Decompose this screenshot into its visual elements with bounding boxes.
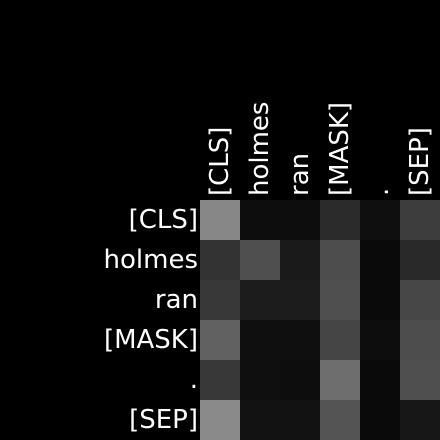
heatmap-cell-r2-c0 [200, 280, 240, 320]
heatmap-cell-r4-c1 [240, 360, 280, 400]
heatmap-cell-r1-c1 [240, 240, 280, 280]
y-tick-label: [SEP] [129, 405, 198, 435]
heatmap-cell-r1-c0 [200, 240, 240, 280]
heatmap-cell-r4-c2 [280, 360, 320, 400]
heatmap-cell-r4-c3 [320, 360, 360, 400]
x-tick-labels: [CLS] holmes ran [MASK]. [SEP] [205, 102, 435, 196]
heatmap-cell-r4-c0 [200, 360, 240, 400]
heatmap-cell-r5-c0 [200, 400, 240, 440]
y-tick-label: . [190, 365, 198, 395]
heatmap-cell-r0-c1 [240, 200, 280, 240]
heatmap-cell-r0-c2 [280, 200, 320, 240]
heatmap-cell-r3-c5 [400, 320, 440, 360]
heatmap-cell-r3-c0 [200, 320, 240, 360]
x-tick-label: ran [285, 153, 315, 196]
heatmap-cell-r2-c3 [320, 280, 360, 320]
heatmap-cell-r3-c3 [320, 320, 360, 360]
heatmap-cell-r2-c2 [280, 280, 320, 320]
heatmap-cell-r5-c3 [320, 400, 360, 440]
heatmap-cell-r0-c0 [200, 200, 240, 240]
heatmap-cell-r2-c5 [400, 280, 440, 320]
y-tick-labels: [CLS] holmes ran [MASK]. [SEP] [104, 205, 198, 435]
y-tick-label: [MASK] [104, 325, 198, 355]
heatmap-cell-r1-c2 [280, 240, 320, 280]
heatmap-cell-r0-c3 [320, 200, 360, 240]
y-tick-label: holmes [104, 245, 198, 275]
heatmap-cell-r3-c2 [280, 320, 320, 360]
heatmap-cell-r4-c5 [400, 360, 440, 400]
heatmap-cell-r5-c5 [400, 400, 440, 440]
heatmap-cell-r5-c2 [280, 400, 320, 440]
heatmap-cells [200, 200, 440, 440]
y-tick-label: [CLS] [129, 205, 198, 235]
heatmap-cell-r0-c5 [400, 200, 440, 240]
x-tick-label: holmes [245, 102, 275, 196]
y-tick-label: ran [155, 285, 198, 315]
x-tick-label: [SEP] [405, 127, 435, 196]
heatmap-cell-r1-c5 [400, 240, 440, 280]
heatmap-cell-r1-c4 [360, 240, 400, 280]
x-tick-label: [CLS] [205, 127, 235, 196]
heatmap-cell-r2-c1 [240, 280, 280, 320]
heatmap-cell-r5-c4 [360, 400, 400, 440]
heatmap-cell-r2-c4 [360, 280, 400, 320]
heatmap-cell-r4-c4 [360, 360, 400, 400]
x-tick-label: . [365, 188, 395, 196]
heatmap-cell-r3-c4 [360, 320, 400, 360]
heatmap-cell-r1-c3 [320, 240, 360, 280]
heatmap-cell-r3-c1 [240, 320, 280, 360]
heatmap-cell-r5-c1 [240, 400, 280, 440]
x-tick-label: [MASK] [325, 102, 355, 196]
heatmap-cell-r0-c4 [360, 200, 400, 240]
